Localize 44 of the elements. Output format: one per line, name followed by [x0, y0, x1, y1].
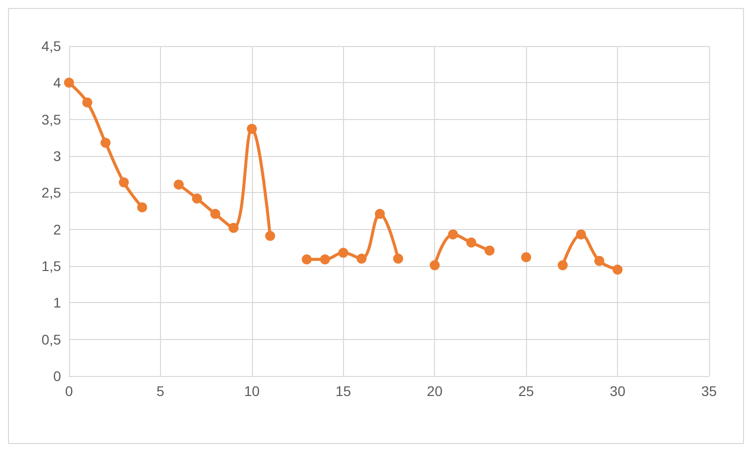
- point: [393, 254, 404, 264]
- point: [302, 254, 312, 264]
- y-tick-label: 0,5: [42, 331, 62, 348]
- point: [265, 230, 276, 241]
- y-tick-label: 2: [53, 221, 62, 238]
- x-tick-label: 35: [701, 383, 717, 399]
- point: [100, 138, 111, 148]
- point: [466, 238, 476, 248]
- y-tick-label: 2,5: [42, 184, 62, 201]
- point: [192, 194, 202, 204]
- point: [374, 208, 385, 219]
- point: [118, 177, 129, 188]
- y-tick-label: 3,5: [42, 111, 62, 128]
- point: [594, 256, 604, 266]
- point: [356, 254, 367, 264]
- point: [246, 124, 257, 134]
- y-tick-label: 4: [53, 74, 62, 91]
- point: [338, 248, 348, 258]
- y-tick-label: 1,5: [42, 258, 62, 274]
- x-tick-label: 20: [426, 383, 443, 399]
- point: [82, 97, 92, 108]
- point: [228, 222, 239, 233]
- x-tick-label: 25: [518, 383, 534, 399]
- point: [64, 78, 74, 88]
- x-tick-label: 15: [335, 383, 352, 399]
- point: [521, 252, 532, 262]
- point: [484, 246, 495, 256]
- point: [210, 208, 220, 219]
- x-tick-label: 0: [65, 383, 74, 399]
- y-tick-label: 1: [53, 294, 62, 311]
- x-tick-label: 10: [244, 383, 260, 399]
- x-tick-label: 30: [610, 383, 626, 399]
- point: [430, 260, 440, 270]
- point: [174, 180, 184, 190]
- y-tick-label: 0: [53, 368, 62, 384]
- point: [137, 202, 148, 212]
- y-tick-label: 4,5: [42, 38, 62, 54]
- point: [320, 254, 330, 264]
- x-tick-label: 5: [156, 383, 165, 399]
- point: [558, 260, 568, 270]
- y-tick-label: 3: [53, 148, 62, 164]
- point: [448, 229, 458, 240]
- point: [576, 229, 586, 240]
- point: [612, 264, 623, 275]
